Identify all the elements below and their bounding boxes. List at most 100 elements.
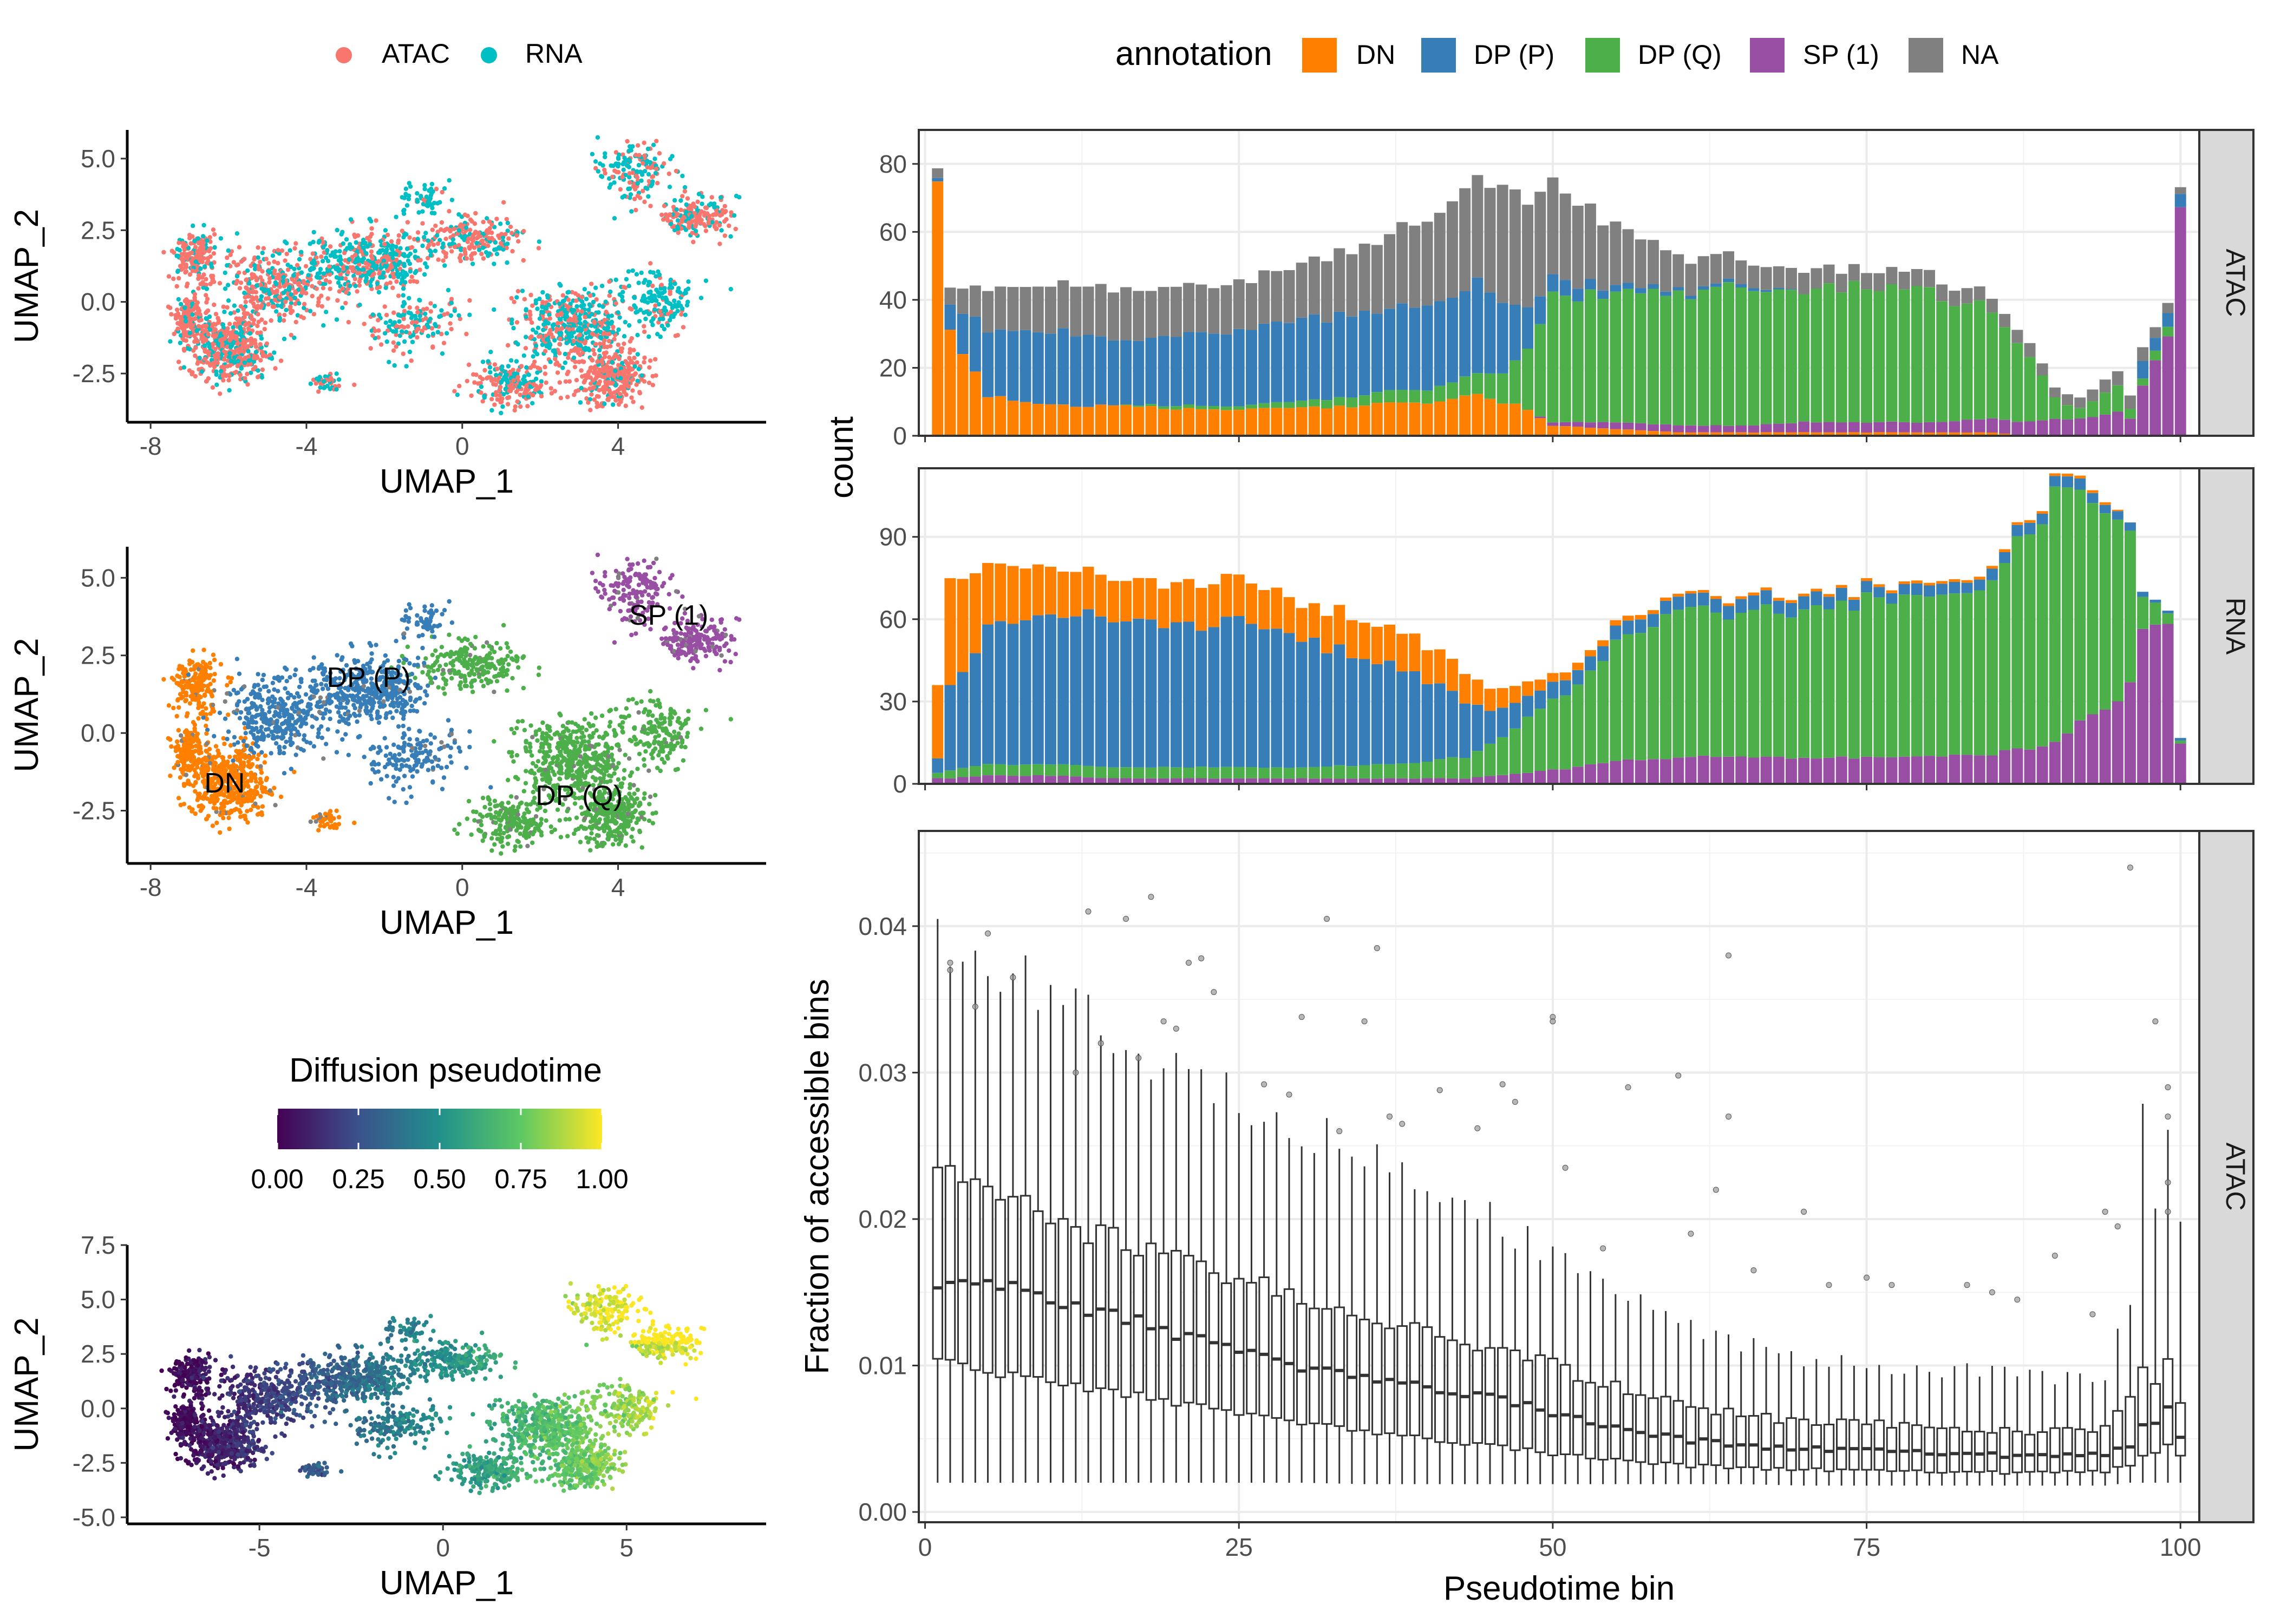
umap-point — [292, 266, 297, 271]
umap-point — [679, 218, 684, 222]
umap-point — [292, 246, 297, 251]
umap-point — [635, 309, 640, 314]
umap-point — [588, 304, 593, 309]
umap-point — [639, 373, 644, 378]
umap-point — [584, 297, 589, 302]
umap-point — [655, 332, 660, 337]
umap-point — [402, 195, 407, 200]
umap-point — [603, 154, 607, 160]
umap-point — [383, 320, 388, 325]
umap-point — [252, 263, 257, 268]
umap-point — [635, 181, 640, 186]
x-axis-label: UMAP_1 — [380, 463, 514, 500]
umap-point — [514, 233, 519, 238]
umap-point — [177, 276, 181, 281]
umap-point — [628, 350, 632, 355]
umap-point — [630, 144, 635, 149]
umap-point — [602, 318, 607, 323]
umap-point — [186, 312, 191, 317]
umap-point — [410, 313, 415, 318]
colorbar-gradient — [277, 1109, 602, 1149]
umap-point — [535, 306, 540, 311]
umap-point — [449, 249, 454, 254]
umap-point — [622, 334, 627, 339]
umap-point — [463, 234, 468, 239]
umap-point — [443, 227, 448, 232]
umap-point — [650, 179, 655, 184]
umap-point — [293, 752, 298, 757]
umap-point — [344, 290, 349, 295]
umap-point — [494, 679, 500, 684]
umap-point — [267, 291, 272, 296]
umap-point — [196, 324, 201, 329]
umap-point — [533, 298, 539, 303]
umap-point — [451, 233, 456, 238]
umap-point — [207, 344, 212, 349]
umap-point — [625, 139, 630, 144]
umap-point — [600, 357, 605, 362]
umap-point — [685, 299, 690, 304]
umap-point — [612, 180, 617, 185]
umap-point — [609, 313, 615, 318]
umap-point — [423, 231, 428, 235]
umap-point — [391, 275, 396, 280]
umap-point — [727, 648, 731, 653]
umap-point — [234, 316, 239, 321]
umap-point — [509, 754, 514, 759]
umap-point — [433, 248, 438, 253]
umap-point — [440, 351, 445, 356]
umap-point — [439, 220, 445, 225]
umap-point — [449, 300, 454, 305]
umap-point — [646, 381, 652, 385]
umap-point — [237, 286, 243, 291]
umap-point — [259, 317, 264, 322]
umap-point — [183, 270, 188, 275]
umap-point — [603, 151, 607, 156]
umap-point — [312, 261, 317, 266]
umap-point — [401, 293, 406, 298]
umap-point — [407, 296, 411, 300]
umap-point — [452, 827, 457, 833]
x-tick-label: 4 — [611, 432, 625, 460]
umap-point — [661, 316, 665, 322]
umap-point — [435, 201, 440, 206]
umap-point — [657, 272, 662, 278]
umap-point — [213, 322, 218, 327]
umap-point — [409, 320, 415, 325]
umap-point — [545, 293, 550, 298]
umap-point — [684, 209, 689, 214]
umap-point — [449, 198, 455, 202]
umap-point — [404, 364, 409, 369]
umap-point — [493, 820, 498, 826]
umap-point — [610, 174, 615, 180]
umap-point — [209, 264, 214, 269]
umap-point — [429, 603, 434, 608]
umap-point — [319, 293, 324, 298]
umap-point — [411, 279, 416, 284]
umap-point — [225, 305, 230, 310]
umap-point — [463, 225, 469, 230]
umap-point — [495, 366, 500, 371]
umap-point — [598, 320, 604, 326]
umap-point — [479, 239, 484, 244]
umap-point — [321, 245, 326, 250]
umap-point — [258, 330, 263, 335]
umap-point — [408, 184, 413, 189]
umap-point — [722, 204, 728, 209]
umap-point — [645, 146, 651, 152]
umap-point — [602, 167, 607, 173]
umap-point — [634, 382, 639, 387]
umap-point — [413, 248, 417, 253]
umap-point — [535, 370, 540, 375]
umap-point — [324, 310, 329, 315]
umap-point — [378, 248, 383, 253]
umap-point — [302, 737, 306, 742]
umap-point — [314, 286, 319, 291]
umap-point — [487, 365, 493, 370]
annotation-legend: annotation DN DP (P) DP (Q) SP (1) NA — [1115, 35, 1999, 73]
umap-point — [260, 367, 265, 372]
umap-point — [196, 286, 201, 291]
umap-point — [530, 753, 534, 758]
umap-point — [530, 320, 534, 325]
umap-point — [427, 188, 432, 193]
